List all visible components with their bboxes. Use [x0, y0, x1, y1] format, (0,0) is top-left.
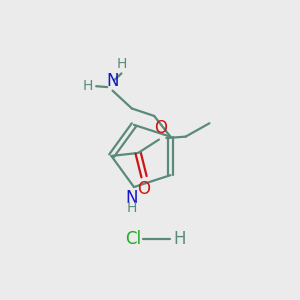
Text: N: N — [125, 188, 138, 206]
Text: H: H — [82, 79, 93, 93]
Text: O: O — [138, 180, 151, 198]
Text: O: O — [154, 118, 167, 136]
Text: H: H — [126, 201, 137, 215]
Text: Cl: Cl — [125, 230, 141, 248]
Text: N: N — [106, 72, 119, 90]
Text: H: H — [116, 57, 127, 71]
Text: H: H — [174, 230, 186, 248]
